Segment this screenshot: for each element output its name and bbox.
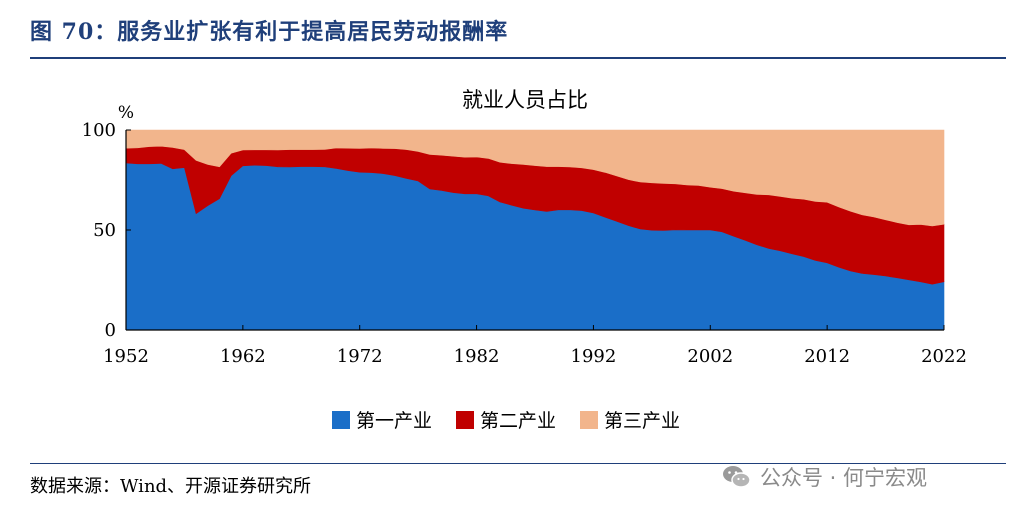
area-series-3 — [125, 129, 945, 227]
legend-swatch — [456, 411, 474, 429]
watermark-text: 公众号 · 何宁宏观 — [760, 466, 928, 490]
x-tick-label: 2012 — [804, 346, 850, 367]
stacked-area-chart: 就业人员占比 % 0 50 100 1952 1962 1972 1982 1992 2002 2… — [82, 88, 967, 432]
legend-label: 第三产业 — [604, 410, 680, 432]
axes-layer: 0 50 100 1952 1962 1972 1982 1992 2002 2012 2022 — [82, 120, 967, 367]
x-tick-label: 1992 — [571, 346, 617, 367]
legend-label: 第一产业 — [356, 410, 432, 432]
chart-title: 就业人员占比 — [462, 88, 588, 112]
wechat-icon — [722, 464, 752, 490]
legend-swatch — [580, 411, 598, 429]
x-tick-label: 2022 — [921, 346, 967, 367]
y-axis-unit: % — [118, 103, 134, 123]
y-tick-label: 100 — [82, 120, 116, 141]
bottom-rule — [30, 463, 1006, 464]
title-underline — [30, 57, 1006, 59]
legend-swatch — [332, 411, 350, 429]
figure-title: 图 70：服务业扩张有利于提高居民劳动报酬率 — [30, 19, 509, 45]
x-tick-label: 2002 — [687, 346, 733, 367]
y-tick-label: 0 — [105, 320, 116, 341]
x-tick-label: 1982 — [454, 346, 500, 367]
y-tick-label: 50 — [93, 220, 116, 241]
x-tick-label: 1952 — [103, 346, 149, 367]
x-tick-label: 1962 — [220, 346, 266, 367]
legend-label: 第二产业 — [480, 410, 556, 432]
area-layer — [125, 129, 945, 331]
watermark: 公众号 · 何宁宏观 — [722, 462, 927, 492]
x-tick-label: 1972 — [337, 346, 383, 367]
legend: 第一产业 第二产业 第三产业 — [332, 410, 680, 432]
source-note: 数据来源：Wind、开源证券研究所 — [30, 476, 312, 497]
